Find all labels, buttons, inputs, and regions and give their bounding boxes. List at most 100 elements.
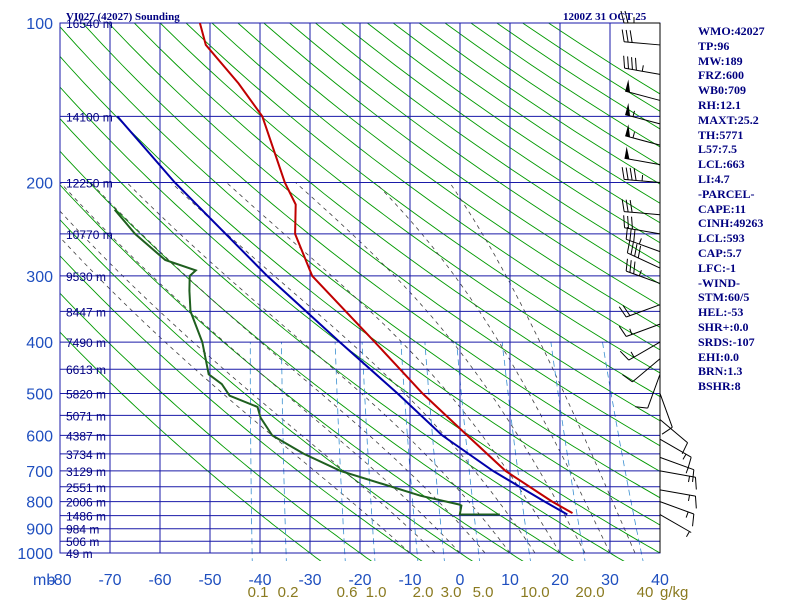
axis-labels: -80 -70 -60 -50 -40 -30 -20 -10 0 10 20 30 40 100 200 3…: [17, 16, 688, 600]
wind-barb: [623, 215, 661, 235]
temperature-tick-label: 10: [501, 572, 519, 589]
mixing-ratio-line: [334, 342, 346, 561]
index-line: -WIND-: [698, 275, 740, 290]
index-line: EHI:0.0: [698, 349, 740, 364]
dry-adiabat: [263, 23, 660, 307]
mixing-ratio-line: [249, 342, 253, 561]
dry-adiabat: [60, 219, 473, 561]
mixing-ratio-line: [550, 342, 586, 561]
index-line: MAXT:25.2: [698, 112, 759, 127]
index-line: HEL:-53: [698, 305, 744, 320]
pressure-tick-label: 700: [26, 464, 53, 481]
dry-adiabat: [341, 23, 660, 244]
pressure-tick-label: 400: [26, 335, 53, 352]
index-line: BRN:1.3: [698, 364, 743, 379]
mixing-ratio-line: [400, 342, 419, 561]
wind-barb: [659, 419, 689, 455]
mixing-ratio-label: 0.6: [337, 584, 358, 600]
temperature-tick-label: -80: [48, 572, 71, 589]
pressure-tick-label: 900: [26, 522, 53, 539]
height-label: 1486 m: [66, 510, 106, 524]
mixing-ratio-label: 20.0: [575, 584, 604, 600]
wind-barb: [659, 514, 692, 537]
index-line: LCL:593: [698, 231, 745, 246]
mixing-ratio-label: 0.1: [248, 584, 269, 600]
wind-barb: [659, 456, 695, 483]
temperature-tick-label: 20: [551, 572, 569, 589]
index-line: STM:60/5: [698, 290, 750, 305]
dry-adiabat: [237, 23, 660, 328]
station-title: VI027 (42027) Sounding: [66, 11, 180, 23]
dry-adiabat: [60, 255, 423, 561]
pressure-tick-label: 800: [26, 495, 53, 512]
pressure-tick-label: 300: [26, 269, 53, 286]
wind-barb: [620, 10, 660, 24]
index-line: LFC:-1: [698, 260, 736, 275]
temperature-tick-label: -40: [248, 572, 271, 589]
height-label: 7490 m: [66, 336, 106, 350]
wind-barb: [625, 102, 661, 125]
pressure-axis-label: mb: [33, 572, 55, 589]
wind-barb: [625, 226, 661, 253]
dry-adiabat: [159, 23, 660, 398]
index-line: CAPE:11: [698, 201, 746, 216]
dry-adiabat: [60, 55, 660, 526]
dry-adiabat: [211, 23, 660, 351]
moist-adiabat: [171, 182, 536, 554]
temperature-tick-label: -70: [98, 572, 121, 589]
mixing-ratio-line: [602, 342, 644, 561]
mixing-ratio-label: 0.2: [278, 584, 299, 600]
index-line: L57:7.5: [698, 142, 737, 157]
mixing-ratio-unit: g/kg: [660, 584, 688, 600]
mixing-ratio-line: [501, 342, 531, 561]
mixing-ratio-label: 10.0: [520, 584, 549, 600]
mixing-ratio-label: 1.0: [366, 584, 387, 600]
index-line: LCL:663: [698, 157, 745, 172]
height-label: 3129 m: [66, 465, 106, 479]
temperature-tick-label: 30: [601, 572, 619, 589]
height-label: 10770 m: [66, 228, 113, 242]
height-label: 4387 m: [66, 429, 106, 443]
pressure-tick-label: 1000: [17, 546, 53, 563]
mixing-ratio-line: [281, 342, 287, 561]
wind-barb: [625, 258, 661, 284]
index-line: TP:96: [698, 38, 730, 53]
height-label: 12250 m: [66, 177, 113, 191]
plot-grid: [59, 22, 661, 554]
wind-barb: [618, 323, 661, 337]
moist-adiabat: [60, 236, 411, 554]
height-label: 8447 m: [66, 305, 106, 319]
index-line: WB0:709: [698, 83, 746, 98]
temperature-tick-label: -10: [398, 572, 421, 589]
dry-adiabat: [185, 23, 660, 374]
temperature-tick-label: -60: [148, 572, 171, 589]
wind-barb: [626, 240, 661, 269]
wind-barb: [622, 358, 661, 383]
pressure-tick-label: 600: [26, 428, 53, 445]
wind-barb: [625, 79, 661, 101]
height-label: 3734 m: [66, 448, 106, 462]
adiabat-lines: [60, 23, 660, 561]
moist-adiabat: [60, 182, 461, 554]
parcel-trace: [116, 115, 568, 516]
height-label: 984 m: [66, 523, 99, 537]
dry-adiabat: [82, 23, 660, 472]
wind-barb: [659, 438, 692, 470]
sounding-traces: [113, 23, 573, 516]
index-line: LI:4.7: [698, 171, 730, 186]
dry-adiabat: [289, 23, 660, 285]
dry-adiabat: [60, 184, 524, 561]
mixing-ratio-line: [456, 342, 480, 561]
index-line: TH:5771: [698, 127, 744, 142]
wind-barb: [625, 124, 661, 146]
wind-barb: [659, 470, 697, 490]
dewpoint-trace: [113, 209, 500, 516]
temperature-trace: [198, 23, 573, 514]
height-label: 16540 m: [66, 17, 113, 31]
height-label: 5071 m: [66, 409, 106, 423]
height-label: 9530 m: [66, 270, 106, 284]
mixing-ratio-label: 40: [637, 584, 654, 600]
mixing-ratio-label: 3.0: [441, 584, 462, 600]
temperature-tick-label: -50: [198, 572, 221, 589]
